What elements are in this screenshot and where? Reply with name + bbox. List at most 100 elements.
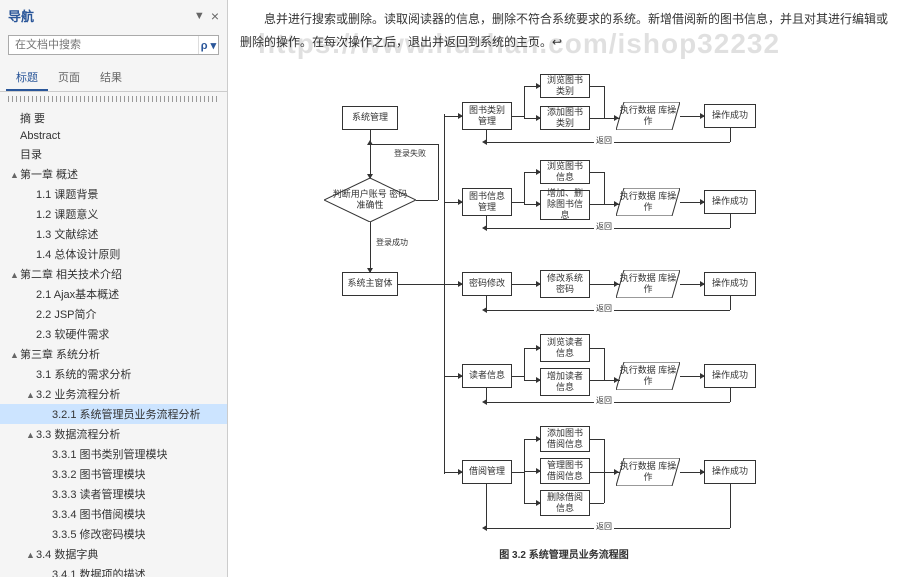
edge	[486, 388, 487, 402]
arrow	[536, 169, 541, 175]
outline-item[interactable]: 3.3.3 读者管理模块	[0, 484, 227, 504]
arrow	[458, 373, 463, 379]
dropdown-icon[interactable]: ▼	[194, 10, 205, 22]
edge	[370, 222, 371, 272]
edge	[604, 439, 605, 503]
arrow	[458, 281, 463, 287]
node-browse-reader: 浏览读者 信息	[540, 334, 590, 362]
outline-item[interactable]: ▲3.4 数据字典	[0, 544, 227, 564]
edge	[398, 284, 444, 285]
edge	[512, 472, 524, 473]
edge	[438, 144, 439, 200]
outline-item[interactable]: 2.3 软硬件需求	[0, 324, 227, 344]
edge	[486, 130, 487, 142]
navigation-pane: 导航 ▼ × ρ ▾ 标题 页面 结果 摘 要Abstract目录▲第一章 概述…	[0, 0, 228, 577]
search-icon[interactable]: ρ ▾	[198, 36, 218, 54]
tab-results[interactable]: 结果	[90, 65, 132, 91]
outline-item[interactable]: 2.2 JSP简介	[0, 304, 227, 324]
edge	[590, 86, 604, 87]
outline-item[interactable]: 1.1 课题背景	[0, 184, 227, 204]
figure-caption: 图 3.2 系统管理员业务流程图	[240, 546, 888, 561]
edge	[730, 484, 731, 528]
edge	[512, 116, 524, 117]
edge	[590, 503, 604, 504]
node-db-op-3: 执行数据 库操作	[616, 270, 680, 298]
arrow	[536, 281, 541, 287]
edge	[590, 348, 604, 349]
label-back-3: 返回	[594, 303, 614, 314]
edge	[604, 172, 605, 204]
node-login-check: 判断用户账号 密码准确性	[324, 178, 416, 222]
arrow	[536, 500, 541, 506]
outline-tree: 摘 要Abstract目录▲第一章 概述1.1 课题背景1.2 课题意义1.3 …	[0, 106, 227, 577]
outline-item[interactable]: 目录	[0, 144, 227, 164]
outline-item[interactable]: 3.2.1 系统管理员业务流程分析	[0, 404, 227, 424]
edge	[730, 388, 731, 402]
edge	[604, 86, 605, 118]
search-input[interactable]	[9, 36, 198, 54]
edge	[524, 348, 525, 380]
arrow	[536, 436, 541, 442]
edge	[730, 214, 731, 228]
outline-item[interactable]: ▲3.3 数据流程分析	[0, 424, 227, 444]
arrow	[700, 373, 705, 379]
node-db-op-4: 执行数据 库操作	[616, 362, 680, 390]
node-mgr-borrow: 管理图书 借阅信息	[540, 458, 590, 484]
outline-item[interactable]: 3.3.2 图书管理模块	[0, 464, 227, 484]
node-pwd-mod: 密码修改	[462, 272, 512, 296]
node-browse-cat: 浏览图书 类别	[540, 74, 590, 98]
edge	[370, 144, 438, 145]
label-back-4: 返回	[594, 395, 614, 406]
tab-pages[interactable]: 页面	[48, 65, 90, 91]
label-back-1: 返回	[594, 135, 614, 146]
arrow	[536, 377, 541, 383]
outline-item[interactable]: 摘 要	[0, 108, 227, 128]
paragraph: 息并进行搜索或删除。读取阅读器的信息，删除不符合系统要求的系统。新增借阅新的图书…	[240, 8, 888, 54]
outline-item[interactable]: 3.3.5 修改密码模块	[0, 524, 227, 544]
arrow	[536, 468, 541, 474]
outline-item[interactable]: 3.4.1 数据项的描述	[0, 564, 227, 577]
edge	[590, 439, 604, 440]
outline-item[interactable]: ▲3.2 业务流程分析	[0, 384, 227, 404]
outline-item[interactable]: 1.4 总体设计原则	[0, 244, 227, 264]
edge	[512, 376, 524, 377]
outline-item[interactable]: ▲第一章 概述	[0, 164, 227, 184]
edge	[486, 484, 487, 528]
node-book-mgr: 图书信息 管理	[462, 188, 512, 216]
outline-item[interactable]: 1.2 课题意义	[0, 204, 227, 224]
node-cat-mgr: 图书类别 管理	[462, 102, 512, 130]
arrow	[367, 268, 373, 273]
arrow	[458, 113, 463, 119]
flowchart: 系统管理 判断用户账号 密码准确性 系统主窗体 登录成功 登录失败 图书类别 管…	[294, 62, 834, 542]
arrow	[536, 115, 541, 121]
node-ok-4: 操作成功	[704, 364, 756, 388]
node-add-reader: 增加读者 信息	[540, 368, 590, 396]
edge	[524, 86, 525, 118]
arrow	[367, 174, 373, 179]
outline-item[interactable]: 2.1 Ajax基本概述	[0, 284, 227, 304]
close-icon[interactable]: ×	[211, 8, 219, 24]
node-del-borrow: 删除借阅 信息	[540, 490, 590, 516]
node-db-op-2: 执行数据 库操作	[616, 188, 680, 216]
outline-item[interactable]: 1.3 文献综述	[0, 224, 227, 244]
outline-item[interactable]: 3.1 系统的需求分析	[0, 364, 227, 384]
outline-item[interactable]: 3.3.1 图书类别管理模块	[0, 444, 227, 464]
outline-item[interactable]: ▲第三章 系统分析	[0, 344, 227, 364]
outline-item[interactable]: Abstract	[0, 128, 227, 144]
outline-item[interactable]: 3.3.4 图书借阅模块	[0, 504, 227, 524]
edge	[590, 172, 604, 173]
tab-headings[interactable]: 标题	[6, 65, 48, 91]
label-login-ok: 登录成功	[374, 237, 410, 248]
node-browse-book: 浏览图书 信息	[540, 160, 590, 184]
outline-item[interactable]: ▲第二章 相关技术介绍	[0, 264, 227, 284]
search-box: ρ ▾	[8, 35, 219, 55]
node-ok-1: 操作成功	[704, 104, 756, 128]
label-login-fail: 登录失败	[392, 148, 428, 159]
arrow	[458, 199, 463, 205]
arrow	[700, 113, 705, 119]
node-add-cat: 添加图书 类别	[540, 106, 590, 130]
arrow	[536, 201, 541, 207]
nav-tabs: 标题 页面 结果	[0, 59, 227, 92]
node-ok-5: 操作成功	[704, 460, 756, 484]
arrow	[700, 199, 705, 205]
